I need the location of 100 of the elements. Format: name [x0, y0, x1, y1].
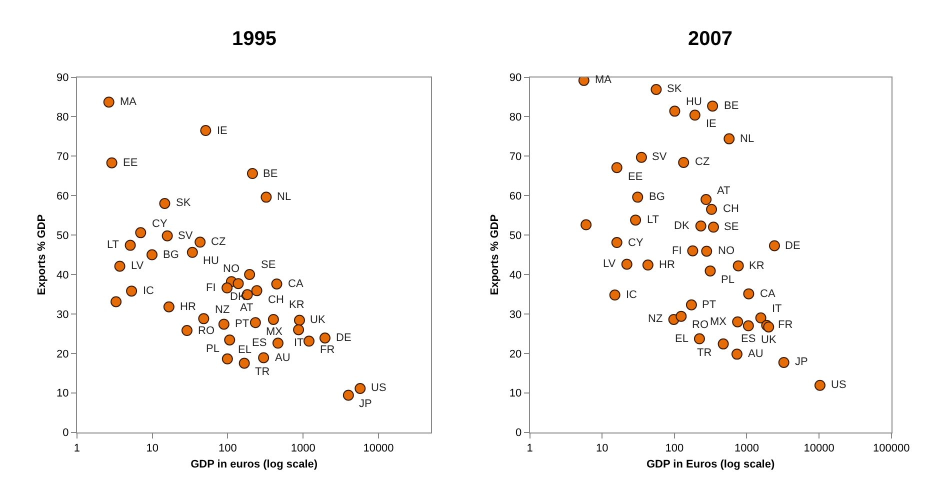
y-tick-label: 0: [62, 427, 69, 440]
x-tick-label: 1000: [290, 442, 316, 454]
annotation: SE: [724, 221, 739, 233]
annotation: RO: [198, 325, 215, 337]
x-tick-label: 100: [218, 442, 237, 454]
y-tick-label: 30: [56, 308, 69, 321]
y-tick-label: 40: [56, 269, 69, 282]
annotation: NL: [277, 191, 292, 203]
annotation: US: [371, 382, 386, 394]
annotation: IT: [772, 303, 782, 315]
annotation: BG: [163, 249, 179, 261]
x-tick-label: 10000: [804, 442, 834, 454]
chart-title: 2007: [688, 28, 732, 50]
annotation: MA: [595, 74, 612, 86]
annotation: PT: [235, 318, 250, 330]
annotation: CZ: [695, 156, 710, 168]
y-tick-label: 0: [515, 427, 522, 440]
annotation: DE: [785, 240, 800, 252]
annotation: SV: [178, 230, 194, 242]
y-tick-label: 70: [509, 151, 522, 164]
annotation: DE: [336, 332, 352, 344]
annotation: HR: [180, 301, 196, 313]
annotation: DK: [674, 220, 690, 232]
annotation: HU: [686, 96, 702, 108]
annotation: EL: [675, 333, 688, 345]
annotation: PL: [206, 343, 220, 355]
y-tick-label: 40: [509, 269, 522, 282]
x-tick-label: 1: [526, 442, 533, 454]
annotation: CZ: [211, 236, 226, 248]
x-tick-label: 100000: [872, 442, 910, 454]
annotation: CY: [152, 218, 168, 230]
annotation: HR: [659, 259, 675, 271]
annotation: LV: [603, 258, 616, 270]
annotation: EL: [238, 344, 252, 356]
annotation: KR: [749, 260, 764, 272]
annotation: FI: [206, 282, 216, 294]
y-tick-label: 90: [56, 72, 69, 84]
y-tick-label: 10: [509, 388, 522, 400]
annotation: BE: [724, 100, 739, 112]
y-tick-label: 30: [509, 308, 522, 321]
annotation: IE: [706, 118, 716, 130]
annotation: HU: [203, 255, 219, 267]
annotation: EE: [123, 157, 138, 169]
annotation: BG: [649, 191, 665, 203]
chart-title: 1995: [232, 28, 276, 50]
y-tick-label: 50: [56, 230, 69, 242]
y-tick-label: 20: [509, 348, 522, 360]
annotation: UK: [310, 314, 326, 326]
x-tick-label: 10000: [363, 442, 394, 454]
x-tick-label: 1: [74, 442, 80, 454]
x-tick-label: 10: [146, 442, 158, 454]
annotation: FR: [320, 344, 335, 356]
y-tick-label: 70: [56, 151, 69, 164]
y-tick-label: 80: [56, 112, 69, 124]
annotation: AT: [717, 185, 731, 197]
annotation: NZ: [648, 313, 663, 325]
annotation: AT: [240, 302, 254, 314]
y-tick-label: 60: [56, 190, 69, 202]
annotation: SE: [261, 259, 276, 271]
annotation: PL: [721, 274, 734, 286]
y-tick-label: 10: [56, 388, 69, 400]
annotation: IT: [294, 337, 304, 349]
annotation: ES: [741, 333, 756, 345]
annotation: LT: [107, 239, 120, 251]
x-axis-title: GDP in euros (log scale): [190, 458, 318, 471]
annotation: IC: [143, 285, 154, 297]
annotation: CH: [723, 203, 739, 215]
annotation: PT: [702, 299, 716, 311]
y-tick-label: 90: [509, 72, 522, 84]
y-tick-label: 50: [509, 230, 522, 242]
annotation: EE: [628, 171, 643, 183]
annotation: KR: [289, 299, 304, 311]
annotation: ES: [252, 337, 267, 349]
y-tick-label: 20: [56, 348, 69, 360]
annotation: RO: [692, 319, 709, 331]
annotation: JP: [359, 398, 372, 410]
annotation: CY: [628, 237, 644, 249]
annotation: FI: [672, 245, 682, 257]
annotation: TR: [255, 366, 270, 378]
annotation: NZ: [215, 304, 230, 316]
y-tick-label: 80: [509, 112, 522, 124]
annotation: MX: [710, 316, 728, 328]
annotation: AU: [748, 348, 764, 360]
annotation: CH: [268, 294, 284, 306]
annotation: NO: [223, 263, 240, 275]
annotation: NL: [740, 133, 754, 145]
annotation: NO: [718, 245, 735, 257]
y-axis-title: Exports % GDP: [489, 214, 501, 296]
annotation: SK: [667, 83, 682, 95]
annotation: UK: [761, 334, 777, 346]
annotation: JP: [795, 356, 808, 368]
annotation: LV: [131, 260, 144, 272]
x-tick-label: 10: [596, 442, 608, 454]
annotation: US: [831, 379, 846, 391]
annotation: TR: [697, 347, 712, 359]
annotation: MX: [266, 326, 284, 338]
annotation: AU: [275, 352, 290, 364]
annotation: BE: [263, 168, 278, 180]
annotation: CA: [288, 278, 304, 290]
annotation: IE: [217, 125, 228, 137]
